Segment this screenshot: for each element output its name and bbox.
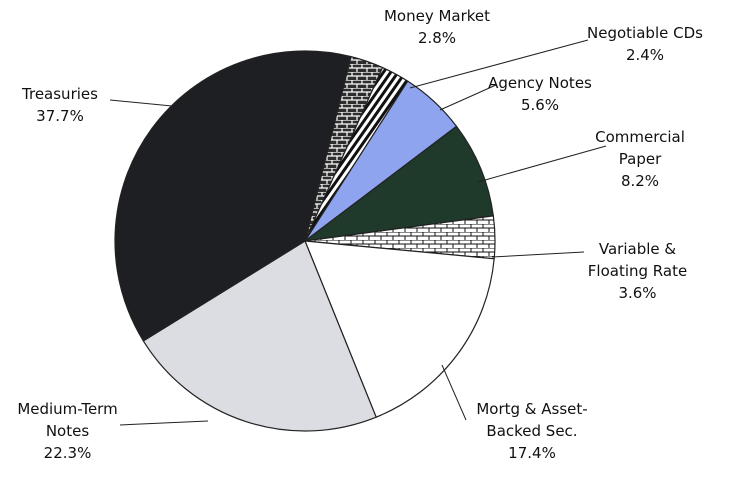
slice-label: Medium-Term Notes 22.3% — [5, 398, 130, 464]
leader-line — [439, 84, 497, 111]
value-label: 37.7% — [36, 107, 84, 125]
value-label: 17.4% — [508, 444, 556, 462]
category-name: Money Market — [383, 7, 491, 25]
value-label: 5.6% — [520, 96, 560, 114]
slice-label: Agency Notes 5.6% — [480, 72, 600, 116]
category-name: Agency Notes — [488, 74, 592, 92]
category-name: Medium-Term Notes — [17, 400, 118, 440]
value-label: 2.4% — [625, 46, 665, 64]
value-label: 2.8% — [417, 29, 457, 47]
leader-line — [477, 145, 607, 183]
category-name: Mortg & Asset-Backed Sec. — [476, 400, 588, 440]
value-label: 3.6% — [618, 284, 657, 302]
leader-line — [109, 99, 173, 107]
category-name: Variable & Floating Rate — [587, 240, 688, 280]
category-name: Treasuries — [22, 85, 98, 103]
leader-line — [409, 39, 589, 89]
value-label: 8.2% — [620, 172, 660, 190]
slice-label: Mortg & Asset-Backed Sec. 17.4% — [462, 398, 602, 464]
pie-slice — [142, 240, 377, 432]
slice-label: Treasuries 37.7% — [5, 83, 115, 127]
slice-label: Variable & Floating Rate 3.6% — [575, 238, 700, 304]
category-name: Negotiable CDs — [587, 24, 703, 42]
slice-label: Money Market 2.8% — [377, 5, 497, 49]
pie-slice — [302, 125, 495, 242]
pie-slice — [304, 240, 495, 418]
leader-line — [441, 364, 467, 421]
value-label: 22.3% — [43, 444, 92, 462]
leader-line — [119, 420, 209, 426]
pie-slice — [114, 50, 352, 342]
slice-label: Commercial Paper 8.2% — [590, 126, 690, 192]
slice-label: Negotiable CDs 2.4% — [575, 22, 715, 66]
category-name: Commercial Paper — [595, 128, 685, 168]
leader-line — [491, 251, 585, 258]
